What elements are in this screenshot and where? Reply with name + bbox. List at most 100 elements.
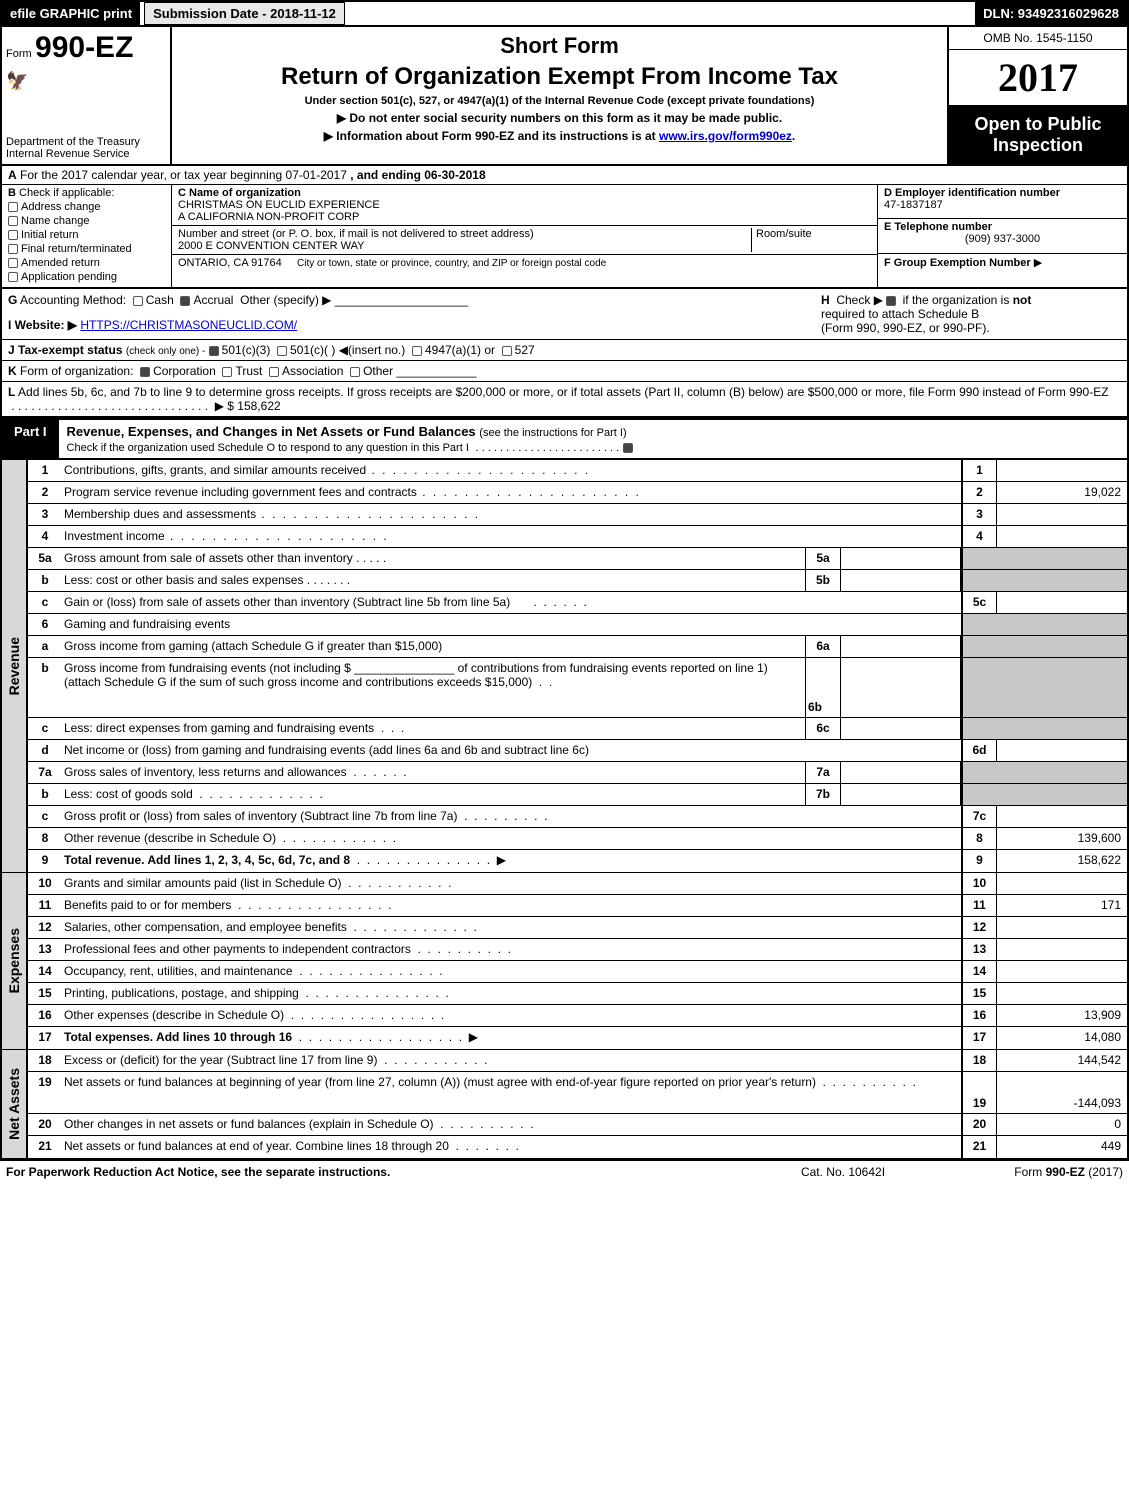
- checkbox-app-pending[interactable]: [8, 272, 18, 282]
- line-18: 18 Excess or (deficit) for the year (Sub…: [28, 1050, 1127, 1072]
- line-5a-desc: Gross amount from sale of assets other t…: [64, 551, 353, 565]
- line-12: 12 Salaries, other compensation, and emp…: [28, 917, 1127, 939]
- section-b: B Check if applicable: Address change Na…: [2, 185, 172, 287]
- checkbox-part1-scho[interactable]: [623, 443, 633, 453]
- line-7c: c Gross profit or (loss) from sales of i…: [28, 806, 1127, 828]
- footer-cat: Cat. No. 10642I: [743, 1165, 943, 1179]
- efile-print-button[interactable]: efile GRAPHIC print: [2, 2, 140, 25]
- line-8-num: 8: [28, 828, 62, 849]
- line-18-num: 18: [28, 1050, 62, 1071]
- line-21-desc: Net assets or fund balances at end of ye…: [64, 1139, 449, 1153]
- header-middle: Short Form Return of Organization Exempt…: [172, 27, 947, 164]
- line-6a: a Gross income from gaming (attach Sched…: [28, 636, 1127, 658]
- header-right: OMB No. 1545-1150 2017 Open to Public In…: [947, 27, 1127, 164]
- checkbox-4947[interactable]: [412, 346, 422, 356]
- line-13-num: 13: [28, 939, 62, 960]
- line-7a-mid: 7a: [805, 762, 841, 783]
- line-5c-rnum: 5c: [961, 592, 997, 613]
- line-16-val: 13,909: [997, 1005, 1127, 1026]
- checkbox-assoc[interactable]: [269, 367, 279, 377]
- line-10-val: [997, 873, 1127, 894]
- submission-date: Submission Date - 2018-11-12: [144, 2, 345, 25]
- checkbox-h[interactable]: [886, 296, 896, 306]
- shade-6b: [961, 658, 1127, 717]
- checkbox-address-change[interactable]: [8, 202, 18, 212]
- no-ssn-note: ▶ Do not enter social security numbers o…: [182, 111, 937, 125]
- label-j: J Tax-exempt status: [8, 343, 123, 357]
- line-18-rnum: 18: [961, 1050, 997, 1071]
- k-text: Form of organization:: [20, 364, 133, 378]
- opt-amended: Amended return: [21, 257, 100, 269]
- label-k: K: [8, 364, 17, 378]
- j-text: (check only one) -: [126, 346, 205, 357]
- line-6-num: 6: [28, 614, 62, 635]
- line-2: 2 Program service revenue including gove…: [28, 482, 1127, 504]
- checkbox-accrual[interactable]: [180, 296, 190, 306]
- checkbox-cash[interactable]: [133, 296, 143, 306]
- line-6d-desc: Net income or (loss) from gaming and fun…: [62, 740, 961, 761]
- opt-assoc: Association: [282, 364, 343, 378]
- shade-5a: [961, 548, 1127, 569]
- line-6b-midval: [841, 658, 961, 717]
- shade-6: [961, 614, 1127, 635]
- checkbox-501c3[interactable]: [209, 346, 219, 356]
- short-form-title: Short Form: [182, 33, 937, 59]
- line-7a: 7a Gross sales of inventory, less return…: [28, 762, 1127, 784]
- section-a: A For the 2017 calendar year, or tax yea…: [2, 166, 1127, 185]
- info-link[interactable]: www.irs.gov/form990ez: [659, 129, 792, 143]
- opt-other-org: Other: [363, 364, 393, 378]
- website-link[interactable]: HTTPS://CHRISTMASONEUCLID.COM/: [80, 318, 297, 332]
- line-7c-rnum: 7c: [961, 806, 997, 827]
- expenses-section: Expenses 10 Grants and similar amounts p…: [2, 872, 1127, 1049]
- h-text3: required to attach Schedule B: [821, 307, 979, 321]
- opt-501c3: 501(c)(3): [222, 343, 271, 357]
- line-14: 14 Occupancy, rent, utilities, and maint…: [28, 961, 1127, 983]
- checkbox-trust[interactable]: [222, 367, 232, 377]
- checkbox-501c[interactable]: [277, 346, 287, 356]
- line-6c-mid: 6c: [805, 718, 841, 739]
- check-if-label: Check if applicable:: [19, 187, 114, 199]
- part1-label: Part I: [2, 420, 59, 458]
- line-14-desc: Occupancy, rent, utilities, and maintena…: [64, 964, 293, 978]
- line-6c-desc: Less: direct expenses from gaming and fu…: [64, 721, 374, 735]
- checkbox-initial-return[interactable]: [8, 230, 18, 240]
- checkbox-final-return[interactable]: [8, 244, 18, 254]
- label-g: G: [8, 293, 17, 307]
- line-16-num: 16: [28, 1005, 62, 1026]
- line-13: 13 Professional fees and other payments …: [28, 939, 1127, 961]
- h-text4: (Form 990, 990-EZ, or 990-PF).: [821, 321, 990, 335]
- label-c-name: C Name of organization: [178, 187, 301, 199]
- label-l: L: [8, 385, 15, 399]
- part1-header: Part I Revenue, Expenses, and Changes in…: [2, 418, 1127, 459]
- section-l: L Add lines 5b, 6c, and 7b to line 9 to …: [2, 381, 1127, 416]
- opt-trust: Trust: [235, 364, 262, 378]
- line-20-rnum: 20: [961, 1114, 997, 1135]
- footer-right: Form 990-EZ (2017): [943, 1165, 1123, 1179]
- line-6a-num: a: [28, 636, 62, 657]
- part1-subtitle: (see the instructions for Part I): [479, 427, 626, 439]
- checkbox-other-org[interactable]: [350, 367, 360, 377]
- line-6d: d Net income or (loss) from gaming and f…: [28, 740, 1127, 762]
- phone-value: (909) 937-3000: [884, 233, 1121, 245]
- line-3-val: [997, 504, 1127, 525]
- line-21: 21 Net assets or fund balances at end of…: [28, 1136, 1127, 1158]
- line-9-rnum: 9: [961, 850, 997, 872]
- line-2-desc: Program service revenue including govern…: [64, 485, 417, 499]
- return-title: Return of Organization Exempt From Incom…: [182, 63, 937, 91]
- tax-year: 2017: [949, 50, 1127, 106]
- treasury-seal-icon: 🦅: [6, 71, 166, 92]
- line-19: 19 Net assets or fund balances at beginn…: [28, 1072, 1127, 1114]
- label-f: F Group Exemption Number: [884, 257, 1031, 269]
- checkbox-527[interactable]: [502, 346, 512, 356]
- checkbox-corp[interactable]: [140, 367, 150, 377]
- line-6a-midval: [841, 636, 961, 657]
- opt-corp: Corporation: [153, 364, 216, 378]
- checkbox-name-change[interactable]: [8, 216, 18, 226]
- checkbox-amended[interactable]: [8, 258, 18, 268]
- dln-label: DLN: 93492316029628: [975, 2, 1127, 25]
- opt-address-change: Address change: [21, 201, 101, 213]
- info-prefix: ▶ Information about Form 990-EZ and its …: [324, 129, 659, 143]
- line-19-num: 19: [28, 1072, 62, 1113]
- line-11-val: 171: [997, 895, 1127, 916]
- line-5a-num: 5a: [28, 548, 62, 569]
